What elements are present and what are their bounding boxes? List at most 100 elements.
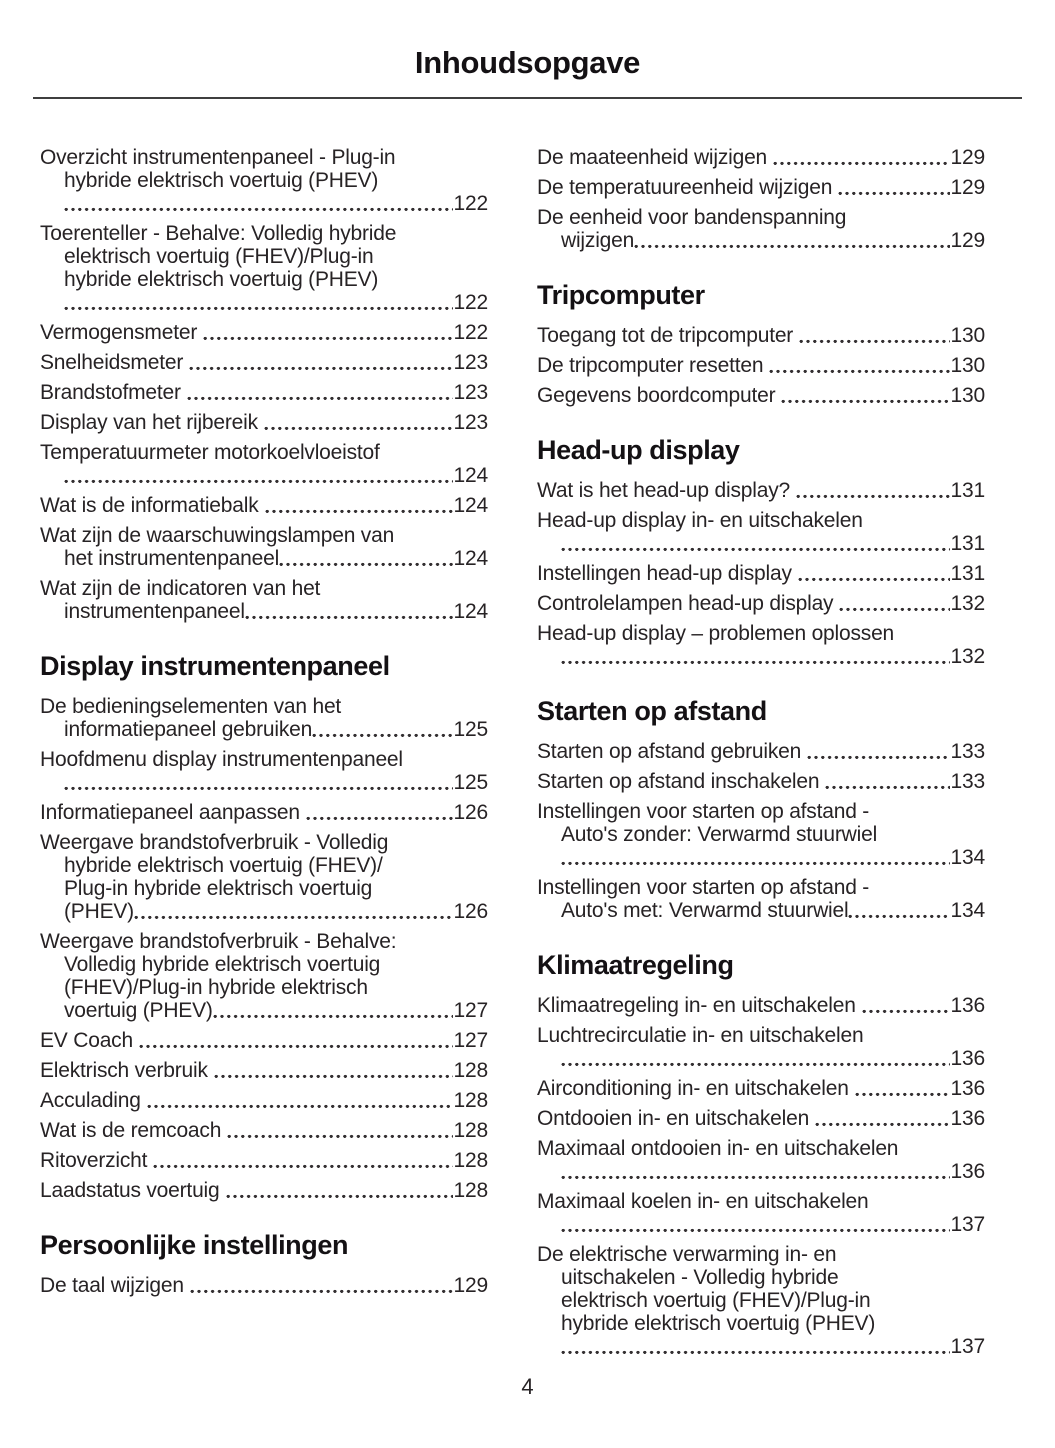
toc-entry-page-ref: 125 [453,718,489,741]
toc-entry-title-line: uitschakelen - Volledig hybride [561,1266,839,1289]
toc-section: Starten op afstand Starten op afstand geb… [537,695,985,922]
toc-entry: Snelheidsmeter 123 [40,351,488,374]
toc-entry-page-ref: 128 [453,1059,489,1082]
toc-entry: Wat zijn de waarschuwingslampen van het i… [40,524,488,570]
toc-entry-leader-line: Informatiepaneel aanpassen 126 [40,801,488,824]
toc-entry-leader-line: 125 [40,771,488,794]
toc-entry: Laadstatus voertuig 128 [40,1179,488,1202]
section-heading: Persoonlijke instellingen [40,1230,349,1260]
toc-entry-title-line: Instellingen voor starten op afstand - [537,876,870,899]
dot-leader-icon [781,399,950,404]
toc-entry-title-text: Wat is de informatiebalk [40,494,259,517]
toc-entry-page-ref: 129 [950,229,986,252]
toc-entry: Informatiepaneel aanpassen 126 [40,801,488,824]
toc-section: Persoonlijke instellingen De taal wijzige… [40,1229,488,1297]
dot-leader-icon [561,1175,950,1180]
toc-entry: Klimaatregeling in- en uitschakelen 136 [537,994,985,1017]
dot-leader-icon [561,547,950,552]
toc-entry-page-ref: 122 [453,192,489,215]
toc-entry-title-line: hybride elektrisch voertuig (PHEV) [64,169,379,192]
toc-entry-title-text: Airconditioning in- en uitschakelen [537,1077,849,1100]
toc-entry: Head-up display – problemen oplossen 132 [537,622,985,668]
toc-entry: Weergave brandstofverbruik - Volledig hyb… [40,831,488,923]
toc-entry: De tripcomputer resetten 130 [537,354,985,377]
toc-entry-leader-line: Instellingen head-up display 131 [537,562,985,585]
dot-leader-icon [213,1074,453,1079]
toc-entry-leader-line: Elektrisch verbruik 128 [40,1059,488,1082]
toc-entry-leader-line: EV Coach 127 [40,1029,488,1052]
toc-section: Overzicht instrumentenpaneel - Plug-in hy… [40,146,488,623]
dot-leader-icon [146,1104,453,1109]
toc-entry: De temperatuureenheid wijzigen 129 [537,176,985,199]
toc-entry-title-line: elektrisch voertuig (FHEV)/Plug-in [561,1289,871,1312]
toc-entry: Elektrisch verbruik 128 [40,1059,488,1082]
toc-entry-title-line: Head-up display – problemen oplossen [537,622,895,645]
toc-entry-title-line: Luchtrecirculatie in- en uitschakelen [537,1024,864,1047]
toc-entry-leader-line: Vermogensmeter 122 [40,321,488,344]
dot-leader-icon [279,562,453,567]
toc-entry-title-line: Maximaal ontdooien in- en uitschakelen [537,1137,899,1160]
section-heading: Klimaatregeling [537,950,734,980]
toc-entry-page-ref: 128 [453,1119,489,1142]
toc-entry-leader-line: 136 [537,1047,985,1070]
toc-entry: Airconditioning in- en uitschakelen 136 [537,1077,985,1100]
toc-entry-title-line: De bedieningselementen van het [40,695,342,718]
toc-entry: Vermogensmeter 122 [40,321,488,344]
toc-entry-page-ref: 136 [950,1077,986,1100]
toc-entry-title-line: Wat zijn de waarschuwingslampen van [40,524,395,547]
toc-entry-leader-line: wijzigen 129 [537,229,985,252]
dot-leader-icon [769,369,950,374]
toc-entry-leader-line: Snelheidsmeter 123 [40,351,488,374]
toc-entry-page-ref: 136 [950,1107,986,1130]
toc-entry-title-text: De taal wijzigen [40,1274,184,1297]
toc-entry: Maximaal ontdooien in- en uitschakelen 13… [537,1137,985,1183]
toc-entry: Weergave brandstofverbruik - Behalve: Vol… [40,930,488,1022]
toc-entry: Starten op afstand gebruiken 133 [537,740,985,763]
toc-entry-title-line: Instellingen voor starten op afstand - [537,800,870,823]
toc-entry-title-text: Gegevens boordcomputer [537,384,776,407]
toc-entry-leader-line: Laadstatus voertuig 128 [40,1179,488,1202]
toc-entry-page-ref: 126 [453,801,489,824]
toc-entry-page-ref: 122 [453,321,489,344]
dot-leader-icon [189,366,453,371]
dot-leader-icon [212,1014,453,1019]
toc-entry-page-ref: 131 [950,532,986,555]
toc-entry-title-line: Head-up display in- en uitschakelen [537,509,863,532]
toc-entry-leader-line: het instrumentenpaneel 124 [40,547,488,570]
toc-entry-leader-line: Acculading 128 [40,1089,488,1112]
dot-leader-icon [138,1044,453,1049]
toc-entry-leader-line: 132 [537,645,985,668]
toc-entry-leader-line: instrumentenpaneel 124 [40,600,488,623]
toc-entry: Luchtrecirculatie in- en uitschakelen 136 [537,1024,985,1070]
dot-leader-icon [561,1350,950,1355]
toc-entry-title-line: De eenheid voor bandenspanning [537,206,847,229]
toc-entry-title-line: hybride elektrisch voertuig (PHEV) [64,268,379,291]
dot-leader-icon [225,1194,453,1199]
toc-entry-title-text: Vermogensmeter [40,321,198,344]
dot-leader-icon [815,1122,950,1127]
toc-entry-title-line: De elektrische verwarming in- en [537,1243,837,1266]
toc-entry-page-ref: 136 [950,1047,986,1070]
toc-entry-title-text: Toegang tot de tripcomputer [537,324,794,347]
toc-entry: De bedieningselementen van het informatie… [40,695,488,741]
page-title: Inhoudsopgave [414,45,641,80]
dot-leader-icon [153,1164,453,1169]
toc-entry-title-text: wijzigen [561,229,635,252]
toc-entry-page-ref: 128 [453,1089,489,1112]
dot-leader-icon [189,1289,453,1294]
toc-column-left: Overzicht instrumentenpaneel - Plug-in hy… [40,146,488,1365]
toc-section: Display instrumentenpaneel De bedieningse… [40,650,488,1202]
toc-entry-title-text: Display van het rijbereik [40,411,258,434]
toc-entry-leader-line: 131 [537,532,985,555]
dot-leader-icon [839,607,950,612]
toc-entry-title-text: Acculading [40,1089,141,1112]
dot-leader-icon [807,755,950,760]
toc-entry-leader-line: De taal wijzigen 129 [40,1274,488,1297]
dot-leader-icon [799,339,950,344]
toc-entry-title-text: Informatiepaneel aanpassen [40,801,300,824]
toc-entry-title-line: Hoofdmenu display instrumentenpaneel [40,748,403,771]
toc-entry-leader-line: De temperatuureenheid wijzigen 129 [537,176,985,199]
dot-leader-icon [854,1092,950,1097]
toc-entry-title-line: Plug-in hybride elektrisch voertuig [64,877,373,900]
